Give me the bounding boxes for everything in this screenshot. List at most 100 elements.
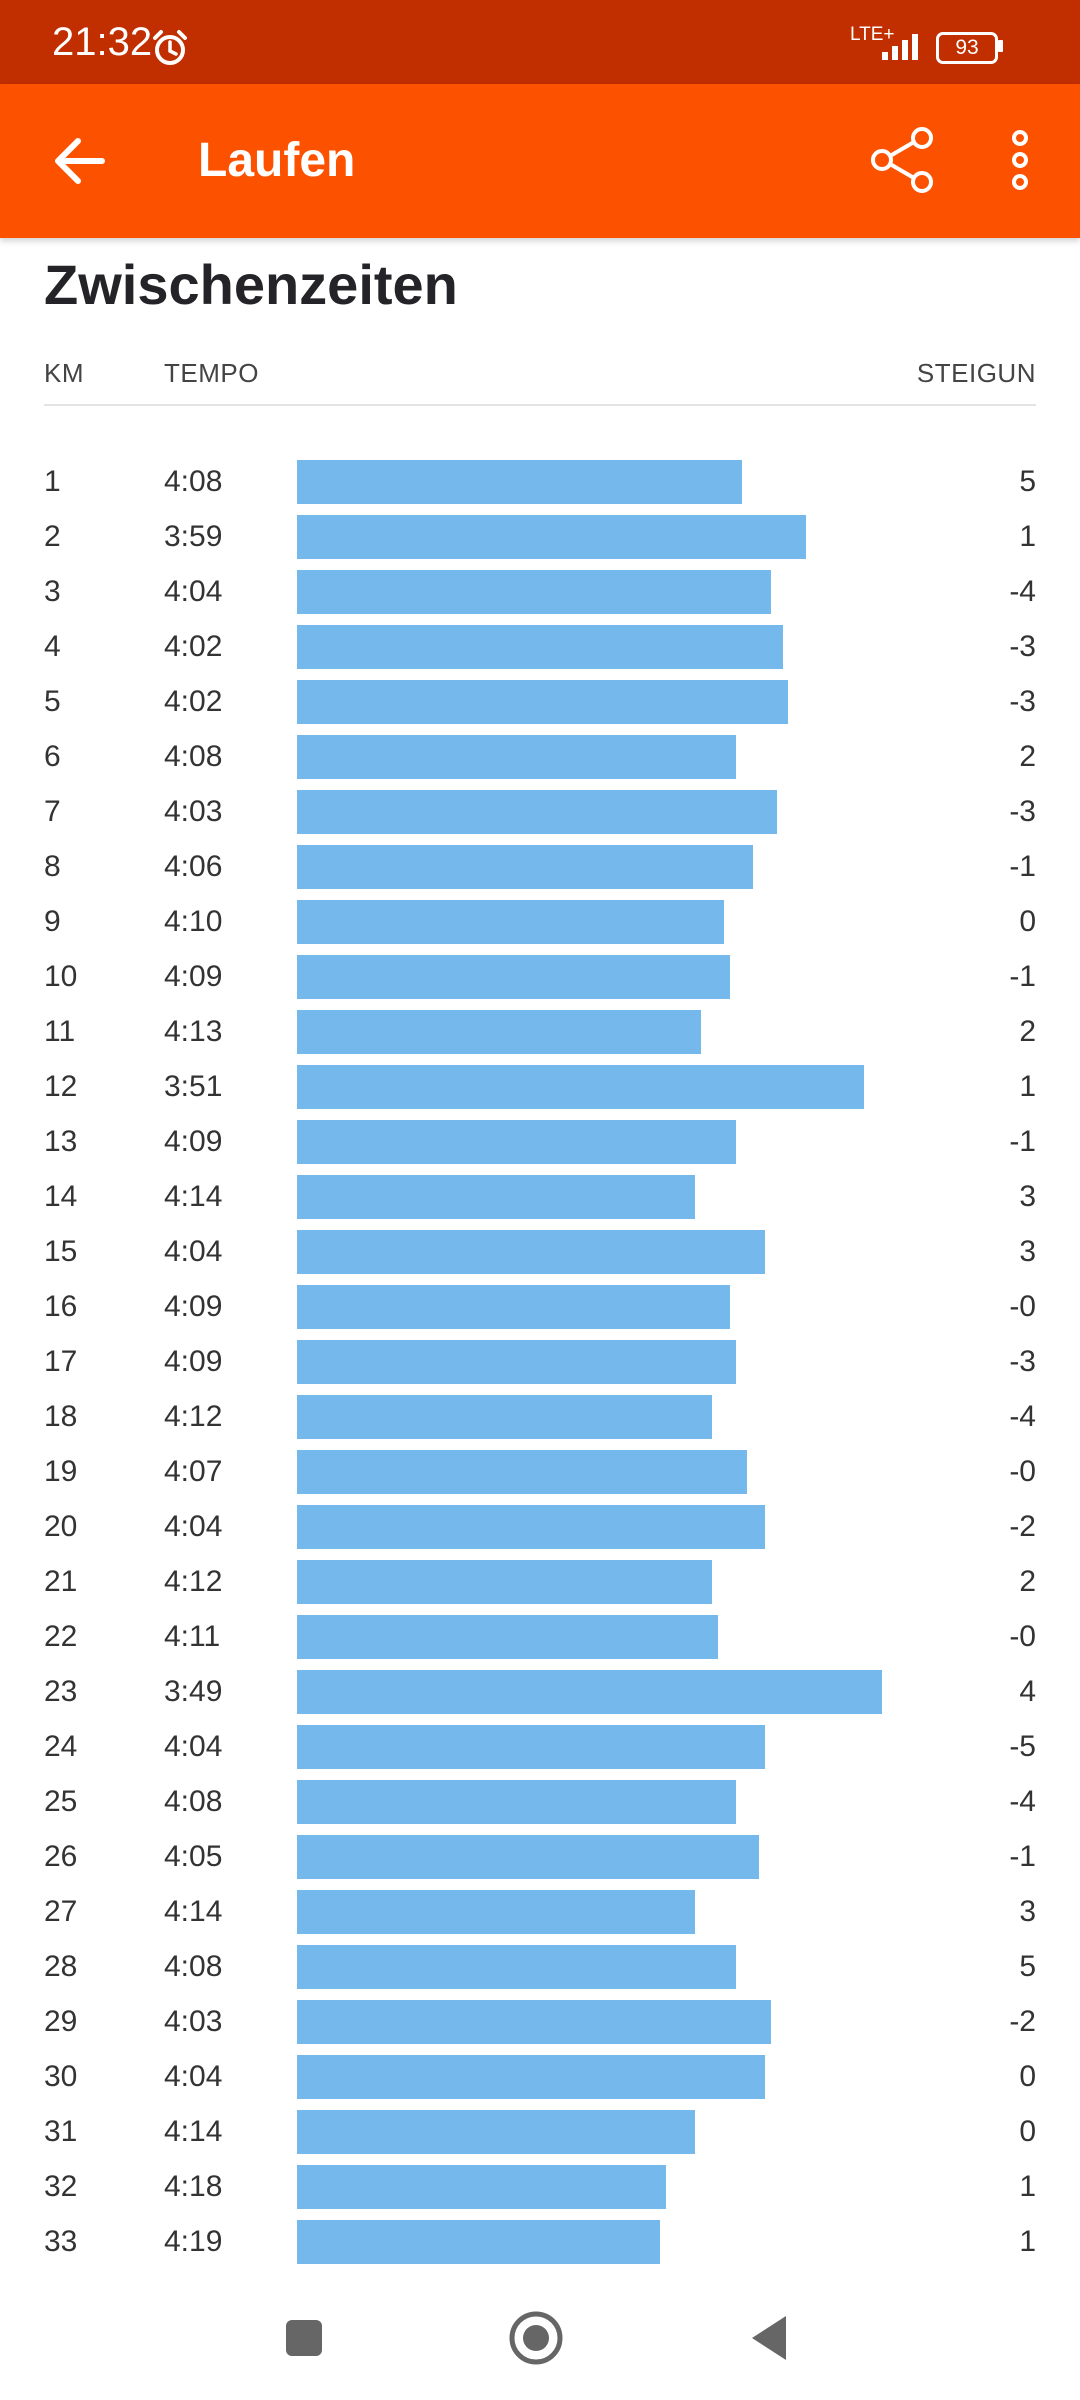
split-pace: 4:14	[164, 1180, 223, 1213]
split-elevation: 1	[1019, 2225, 1036, 2258]
split-row[interactable]: 11 4:13 2	[0, 1010, 1080, 1054]
back-icon[interactable]	[740, 2308, 800, 2368]
split-pace-bar	[297, 1725, 765, 1769]
split-row[interactable]: 25 4:08 -4	[0, 1780, 1080, 1824]
split-row[interactable]: 26 4:05 -1	[0, 1835, 1080, 1879]
split-row[interactable]: 33 4:19 1	[0, 2220, 1080, 2264]
split-km: 22	[44, 1620, 78, 1653]
split-row[interactable]: 10 4:09 -1	[0, 955, 1080, 999]
split-elevation: -5	[1009, 1730, 1036, 1763]
split-pace-bar	[297, 900, 724, 944]
split-elevation: -2	[1009, 2005, 1036, 2038]
split-pace: 4:11	[164, 1620, 221, 1653]
split-elevation: 1	[1019, 2170, 1036, 2203]
split-km: 2	[44, 520, 61, 553]
split-row[interactable]: 17 4:09 -3	[0, 1340, 1080, 1384]
split-row[interactable]: 9 4:10 0	[0, 900, 1080, 944]
split-elevation: -3	[1009, 685, 1036, 718]
split-pace: 4:09	[164, 1290, 223, 1323]
split-pace-bar	[297, 680, 788, 724]
recents-icon[interactable]	[274, 2308, 334, 2368]
split-pace-bar	[297, 845, 753, 889]
split-km: 6	[44, 740, 61, 773]
split-row[interactable]: 7 4:03 -3	[0, 790, 1080, 834]
split-row[interactable]: 6 4:08 2	[0, 735, 1080, 779]
split-pace: 4:03	[164, 795, 223, 828]
split-pace-bar	[297, 1120, 736, 1164]
split-pace-bar	[297, 2000, 771, 2044]
split-km: 18	[44, 1400, 78, 1433]
split-row[interactable]: 4 4:02 -3	[0, 625, 1080, 669]
home-icon[interactable]	[506, 2308, 566, 2368]
split-pace: 4:09	[164, 960, 223, 993]
split-row[interactable]: 23 3:49 4	[0, 1670, 1080, 1714]
split-elevation: 0	[1019, 2060, 1036, 2093]
split-row[interactable]: 5 4:02 -3	[0, 680, 1080, 724]
split-row[interactable]: 31 4:14 0	[0, 2110, 1080, 2154]
split-km: 15	[44, 1235, 78, 1268]
split-row[interactable]: 3 4:04 -4	[0, 570, 1080, 614]
split-elevation: -3	[1009, 795, 1036, 828]
signal-icon	[882, 34, 918, 60]
split-row[interactable]: 14 4:14 3	[0, 1175, 1080, 1219]
split-pace: 4:04	[164, 1235, 223, 1268]
split-km: 11	[44, 1015, 76, 1048]
splits-list[interactable]: 1 4:08 5 2 3:59 1 3 4:04 -4 4 4:02 -3 5 4:02 -3 6 4:08 2 7…	[0, 420, 1080, 2268]
split-km: 14	[44, 1180, 78, 1213]
split-row[interactable]: 32 4:18 1	[0, 2165, 1080, 2209]
split-elevation: -4	[1009, 1785, 1036, 1818]
split-row[interactable]: 1 4:08 5	[0, 460, 1080, 504]
split-pace-bar	[297, 1395, 712, 1439]
split-pace: 4:05	[164, 1840, 223, 1873]
split-row[interactable]: 13 4:09 -1	[0, 1120, 1080, 1164]
split-km: 26	[44, 1840, 78, 1873]
column-header-km: KM	[44, 358, 84, 388]
split-km: 4	[44, 630, 61, 663]
split-km: 9	[44, 905, 61, 938]
split-row[interactable]: 16 4:09 -0	[0, 1285, 1080, 1329]
split-pace: 4:09	[164, 1345, 223, 1378]
network-label: LTE+	[850, 24, 895, 45]
split-pace: 4:08	[164, 740, 223, 773]
battery-level: 93	[955, 36, 979, 59]
split-row[interactable]: 27 4:14 3	[0, 1890, 1080, 1934]
share-icon[interactable]	[864, 120, 944, 200]
split-pace-bar	[297, 955, 730, 999]
more-vert-icon[interactable]	[990, 120, 1050, 200]
split-row[interactable]: 15 4:04 3	[0, 1230, 1080, 1274]
split-row[interactable]: 8 4:06 -1	[0, 845, 1080, 889]
split-pace: 3:59	[164, 520, 223, 553]
split-row[interactable]: 24 4:04 -5	[0, 1725, 1080, 1769]
split-km: 24	[44, 1730, 78, 1763]
split-pace-bar	[297, 2165, 666, 2209]
split-pace: 4:03	[164, 2005, 223, 2038]
split-row[interactable]: 18 4:12 -4	[0, 1395, 1080, 1439]
split-pace-bar	[297, 1890, 695, 1934]
split-row[interactable]: 20 4:04 -2	[0, 1505, 1080, 1549]
split-row[interactable]: 19 4:07 -0	[0, 1450, 1080, 1494]
split-pace-bar	[297, 625, 783, 669]
split-elevation: 3	[1019, 1895, 1036, 1928]
split-row[interactable]: 30 4:04 0	[0, 2055, 1080, 2099]
split-km: 25	[44, 1785, 78, 1818]
split-pace-bar	[297, 1945, 736, 1989]
split-row[interactable]: 28 4:08 5	[0, 1945, 1080, 1989]
split-row[interactable]: 29 4:03 -2	[0, 2000, 1080, 2044]
split-pace: 4:08	[164, 1950, 223, 1983]
split-pace: 4:02	[164, 685, 223, 718]
split-km: 28	[44, 1950, 78, 1983]
split-row[interactable]: 22 4:11 -0	[0, 1615, 1080, 1659]
arrow-back-icon[interactable]	[44, 125, 116, 197]
split-row[interactable]: 2 3:59 1	[0, 515, 1080, 559]
split-elevation: 4	[1019, 1675, 1036, 1708]
split-pace-bar	[297, 1230, 765, 1274]
split-km: 7	[44, 795, 61, 828]
split-km: 3	[44, 575, 61, 608]
split-row[interactable]: 12 3:51 1	[0, 1065, 1080, 1109]
split-km: 32	[44, 2170, 78, 2203]
split-elevation: 2	[1019, 1565, 1036, 1598]
split-elevation: -0	[1009, 1620, 1036, 1653]
split-pace-bar	[297, 735, 736, 779]
split-row[interactable]: 21 4:12 2	[0, 1560, 1080, 1604]
split-km: 13	[44, 1125, 78, 1158]
